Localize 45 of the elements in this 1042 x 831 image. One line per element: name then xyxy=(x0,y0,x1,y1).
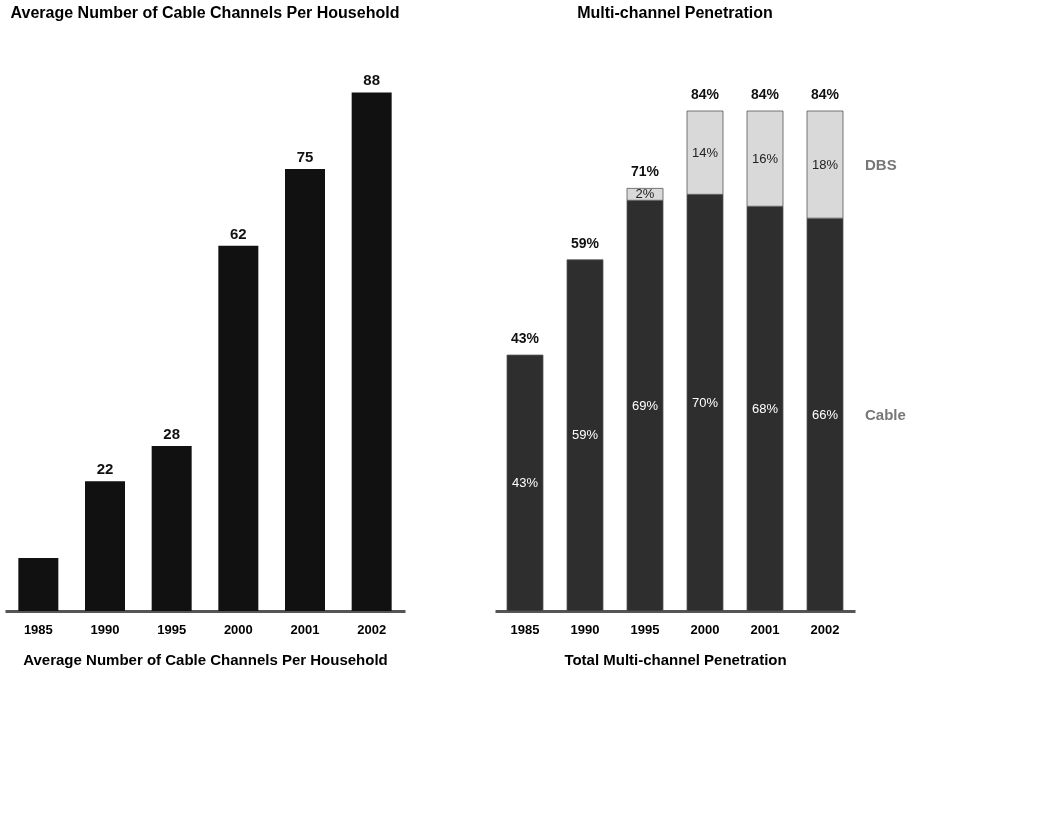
x-tick-label: 1995 xyxy=(157,621,187,637)
x-tick-label: 1985 xyxy=(23,621,53,637)
data-label: 88 xyxy=(363,71,381,89)
bar xyxy=(218,245,259,611)
total-label: 84% xyxy=(750,86,780,102)
total-label: 71% xyxy=(630,163,660,180)
x-axis-title: Average Number of Cable Channels Per Household xyxy=(23,650,388,668)
data-label: 2% xyxy=(635,186,655,202)
chart-title: Average Number of Cable Channels Per Household xyxy=(10,4,400,21)
x-tick-label: 1995 xyxy=(630,621,660,637)
bar xyxy=(351,92,392,611)
data-label: 70% xyxy=(691,394,719,410)
data-label: 66% xyxy=(811,406,839,422)
data-label: 16% xyxy=(751,150,779,166)
data-label: 62 xyxy=(229,224,247,242)
total-label: 84% xyxy=(810,86,840,102)
x-tick-label: 2002 xyxy=(810,621,840,637)
total-label: 84% xyxy=(690,86,720,102)
x-tick-label: 1990 xyxy=(570,621,600,637)
x-tick-label: 2000 xyxy=(690,621,720,637)
bar xyxy=(85,481,125,611)
x-tick-label: 2001 xyxy=(290,621,320,637)
x-axis-title: Total Multi-channel Penetration xyxy=(564,650,787,668)
total-label: 59% xyxy=(570,234,600,251)
data-label: 28 xyxy=(163,425,181,443)
x-tick-label: 1990 xyxy=(90,621,120,637)
x-tick-label: 2002 xyxy=(357,621,387,637)
data-label: 59% xyxy=(571,427,599,443)
x-tick-label: 2000 xyxy=(223,621,253,637)
data-label: 22 xyxy=(96,460,114,478)
series-label: DBS xyxy=(865,155,897,173)
chart-title: Multi-channel Penetration xyxy=(577,4,773,21)
total-label: 43% xyxy=(510,330,540,347)
x-tick-label: 2001 xyxy=(750,621,780,637)
data-label: 75 xyxy=(296,148,314,166)
data-label: 69% xyxy=(631,397,659,413)
x-tick-label: 1985 xyxy=(510,621,540,637)
bar xyxy=(285,169,325,611)
series-label: Cable xyxy=(865,405,906,423)
data-label: 18% xyxy=(811,156,839,172)
data-label: 43% xyxy=(511,475,539,491)
bar xyxy=(18,557,59,611)
data-label: 68% xyxy=(751,400,779,416)
bar xyxy=(151,446,192,611)
data-label: 14% xyxy=(691,144,719,160)
